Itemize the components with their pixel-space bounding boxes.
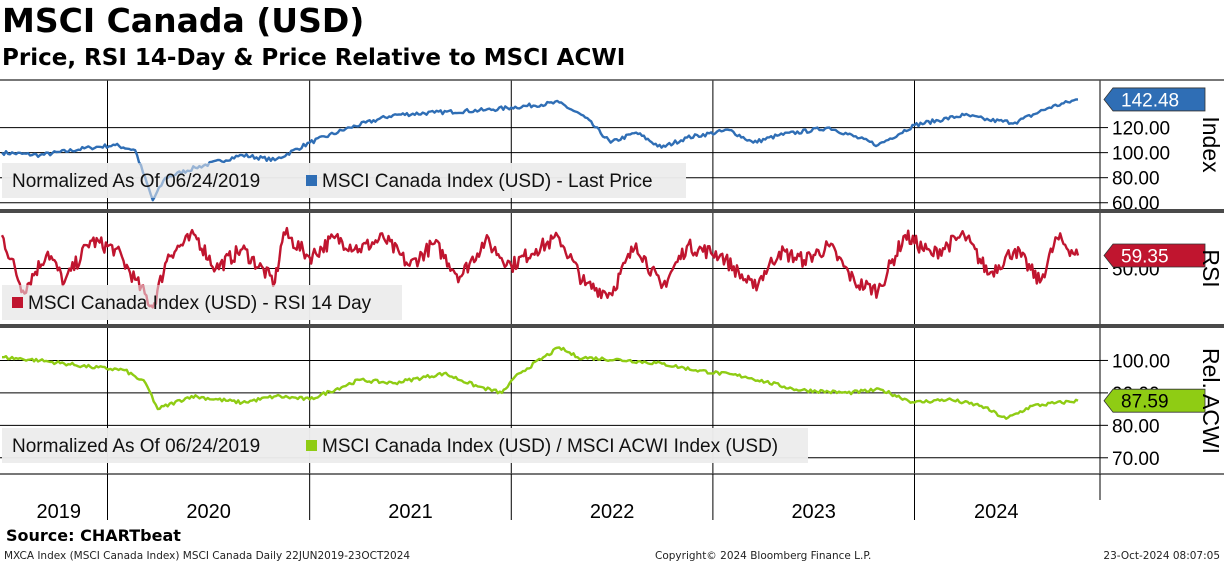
relative-legend-overlay	[2, 428, 808, 463]
relative-last-value-label: 87.59	[1121, 392, 1169, 413]
rsi-last-value-tag	[1103, 243, 1206, 268]
price-legend-label: MSCI Canada Index (USD) - Last Price	[322, 171, 653, 192]
price-last-value-tag	[1103, 87, 1206, 112]
price-last-value-label: 142.48	[1121, 90, 1179, 111]
relative-legend-label: MSCI Canada Index (USD) / MSCI ACWI Inde…	[322, 436, 778, 457]
chart-subtitle: Price, RSI 14-Day & Price Relative to MS…	[2, 45, 626, 71]
footer-timestamp: 23-Oct-2024 08:07:05	[1103, 550, 1220, 562]
relative-ytick-label: 100.00	[1112, 351, 1170, 372]
x-tick-label: 2024	[974, 501, 1019, 523]
rsi-legend-overlay	[2, 285, 402, 320]
rsi-legend-swatch	[12, 297, 23, 308]
x-tick-label: 2021	[388, 501, 433, 523]
x-tick-label: 2019	[37, 501, 82, 523]
price-legend-note: Normalized As Of 06/24/2019	[12, 171, 260, 192]
rsi-legend-label: MSCI Canada Index (USD) - RSI 14 Day	[28, 293, 372, 314]
price-legend-overlay	[2, 163, 686, 198]
relative-ytick-label: 70.00	[1112, 449, 1160, 470]
footer-security-info: MXCA Index (MSCI Canada Index) MSCI Cana…	[4, 550, 411, 562]
price-legend-swatch	[306, 175, 317, 186]
price-ytick-label: 100.00	[1112, 144, 1170, 165]
relative-last-value-tag	[1103, 388, 1206, 413]
relative-legend-swatch	[306, 440, 317, 451]
source-label: Source: CHARTbeat	[6, 526, 181, 545]
relative-legend-note: Normalized As Of 06/24/2019	[12, 436, 260, 457]
rsi-last-value-label: 59.35	[1121, 247, 1169, 268]
panel-separator	[0, 209, 1224, 213]
x-tick-label: 2020	[186, 501, 231, 523]
price-ytick-label: 120.00	[1112, 119, 1170, 140]
rsi-axis-label: RSI	[1198, 249, 1224, 287]
panel-separator	[0, 324, 1224, 328]
x-tick-label: 2022	[590, 501, 635, 523]
relative-ytick-label: 80.00	[1112, 416, 1160, 437]
relative-axis-label: Rel. ACWI	[1198, 348, 1224, 454]
rsi-series-line	[0, 226, 1080, 309]
x-tick-label: 2023	[791, 501, 836, 523]
price-axis-label: Index	[1198, 116, 1224, 173]
footer-copyright: Copyright© 2024 Bloomberg Finance L.P.	[655, 550, 872, 562]
relative-series-line	[2, 346, 1079, 420]
chart-title: MSCI Canada (USD)	[2, 1, 365, 40]
price-ytick-label: 80.00	[1112, 169, 1160, 190]
